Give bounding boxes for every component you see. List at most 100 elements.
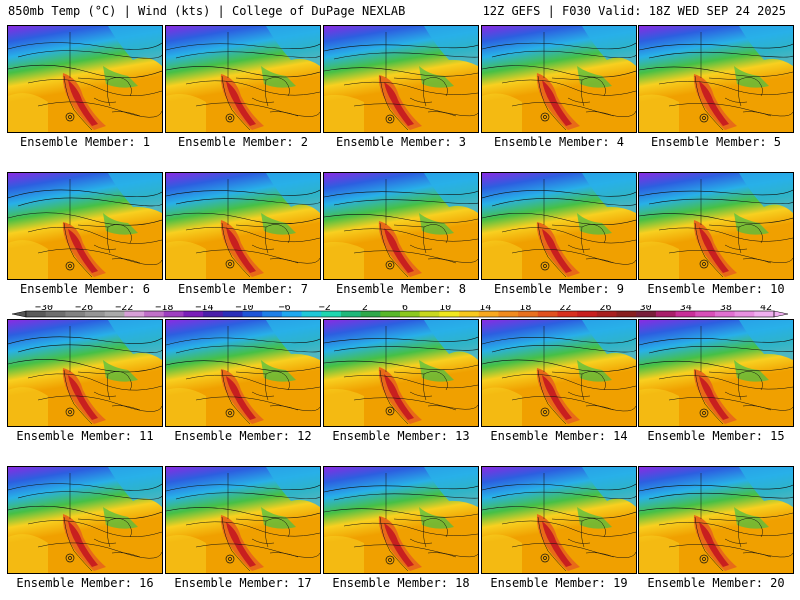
colorbar-swatch	[360, 311, 381, 317]
ensemble-member-label: Ensemble Member: 6	[19, 282, 151, 296]
map-title: 850mb Temp (°C) | Wind (kts) | College o…	[8, 4, 406, 18]
colorbar-tick-label: −18	[155, 305, 173, 313]
ensemble-member-label: Ensemble Member: 2	[177, 135, 309, 149]
colorbar-swatch	[636, 311, 657, 317]
ensemble-member-map	[481, 25, 637, 133]
ensemble-member-map	[481, 466, 637, 574]
ensemble-member-label: Ensemble Member: 3	[335, 135, 467, 149]
colorbar-tick-label: 34	[680, 305, 692, 313]
colorbar-tick-label: 2	[362, 305, 368, 313]
colorbar-tick-label: 6	[402, 305, 408, 313]
ensemble-member-map	[165, 172, 321, 280]
colorbar-swatch	[557, 311, 578, 317]
ensemble-member-map	[7, 319, 163, 427]
colorbar-swatch	[301, 311, 322, 317]
colorbar-swatch	[124, 311, 145, 317]
ensemble-member-map	[323, 319, 479, 427]
colorbar-swatch	[419, 311, 440, 317]
colorbar-tick-label: −10	[236, 305, 254, 313]
ensemble-member-label: Ensemble Member: 8	[335, 282, 467, 296]
colorbar-tick-label: −2	[319, 305, 331, 313]
ensemble-member-label: Ensemble Member: 20	[647, 576, 785, 590]
ensemble-member-label: Ensemble Member: 11	[16, 429, 154, 443]
ensemble-member-label: Ensemble Member: 15	[647, 429, 785, 443]
ensemble-member-map	[7, 466, 163, 574]
ensemble-member-map	[638, 319, 794, 427]
colorbar-max-arrow	[773, 310, 789, 318]
ensemble-member-label: Ensemble Member: 17	[174, 576, 312, 590]
ensemble-member-label: Ensemble Member: 5	[650, 135, 782, 149]
ensemble-member-label: Ensemble Member: 4	[493, 135, 625, 149]
ensemble-member-map	[638, 466, 794, 574]
ensemble-member-map	[7, 172, 163, 280]
ensemble-member-label: Ensemble Member: 7	[177, 282, 309, 296]
colorbar-tick-label: −22	[115, 305, 133, 313]
model-run-info: 12Z GEFS | F030 Valid: 18Z WED SEP 24 20…	[482, 4, 786, 18]
colorbar-tick-label: 38	[720, 305, 732, 313]
ensemble-member-map	[638, 25, 794, 133]
colorbar-swatch	[380, 311, 401, 317]
ensemble-member-label: Ensemble Member: 14	[490, 429, 628, 443]
colorbar-outline	[25, 310, 775, 318]
colorbar-swatch	[400, 311, 421, 317]
colorbar-swatch	[262, 311, 283, 317]
ensemble-member-map	[165, 25, 321, 133]
colorbar-tick-label: −26	[75, 305, 93, 313]
colorbar-swatch	[518, 311, 539, 317]
colorbar-swatch	[65, 311, 86, 317]
colorbar-swatch	[459, 311, 480, 317]
ensemble-member-label: Ensemble Member: 13	[332, 429, 470, 443]
ensemble-member-label: Ensemble Member: 18	[332, 576, 470, 590]
colorbar-swatch	[695, 311, 716, 317]
colorbar-swatch	[242, 311, 263, 317]
colorbar-swatch	[577, 311, 598, 317]
ensemble-member-map	[481, 172, 637, 280]
colorbar-tick-label: 30	[640, 305, 652, 313]
colorbar-swatch	[439, 311, 460, 317]
colorbar-tick-label: 42	[760, 305, 772, 313]
ensemble-member-label: Ensemble Member: 16	[16, 576, 154, 590]
colorbar-swatch	[281, 311, 303, 317]
colorbar-swatch	[45, 311, 66, 317]
colorbar-swatch	[675, 311, 696, 317]
colorbar-swatch	[734, 311, 755, 317]
colorbar-tick-label: −6	[279, 305, 291, 313]
colorbar-min-arrow	[11, 310, 27, 318]
ensemble-member-map	[323, 466, 479, 574]
colorbar-swatch	[183, 311, 204, 317]
colorbar-swatch	[616, 311, 637, 317]
colorbar-tick-label: 10	[439, 305, 451, 313]
colorbar-swatch	[85, 311, 106, 317]
colorbar-tick-label: 26	[600, 305, 612, 313]
colorbar-swatch	[144, 311, 165, 317]
colorbar-swatch	[478, 311, 499, 317]
colorbar-tick-label: −14	[195, 305, 213, 313]
colorbar-tick-label: 14	[479, 305, 491, 313]
colorbar-swatch	[321, 311, 342, 317]
ensemble-member-map	[165, 319, 321, 427]
ensemble-member-map	[323, 25, 479, 133]
ensemble-member-label: Ensemble Member: 12	[174, 429, 312, 443]
colorbar-swatch	[498, 311, 519, 317]
colorbar-swatch	[714, 311, 736, 317]
ensemble-member-map	[638, 172, 794, 280]
colorbar-swatch	[754, 311, 775, 317]
colorbar-swatch	[340, 311, 362, 317]
colorbar-tick-label: 18	[519, 305, 531, 313]
ensemble-member-map	[481, 319, 637, 427]
colorbar-tick-label: 22	[559, 305, 571, 313]
ensemble-member-map	[7, 25, 163, 133]
colorbar-swatch	[104, 311, 125, 317]
colorbar-swatch	[26, 311, 47, 317]
colorbar-swatch	[203, 311, 224, 317]
colorbar-swatch	[222, 311, 244, 317]
colorbar-tick-label: −30	[35, 305, 53, 313]
colorbar-swatch	[163, 311, 184, 317]
ensemble-member-label: Ensemble Member: 9	[493, 282, 625, 296]
ensemble-member-label: Ensemble Member: 10	[647, 282, 785, 296]
colorbar-swatch	[596, 311, 618, 317]
colorbar-swatch	[655, 311, 677, 317]
ensemble-member-map	[323, 172, 479, 280]
ensemble-member-label: Ensemble Member: 1	[19, 135, 151, 149]
ensemble-member-map	[165, 466, 321, 574]
